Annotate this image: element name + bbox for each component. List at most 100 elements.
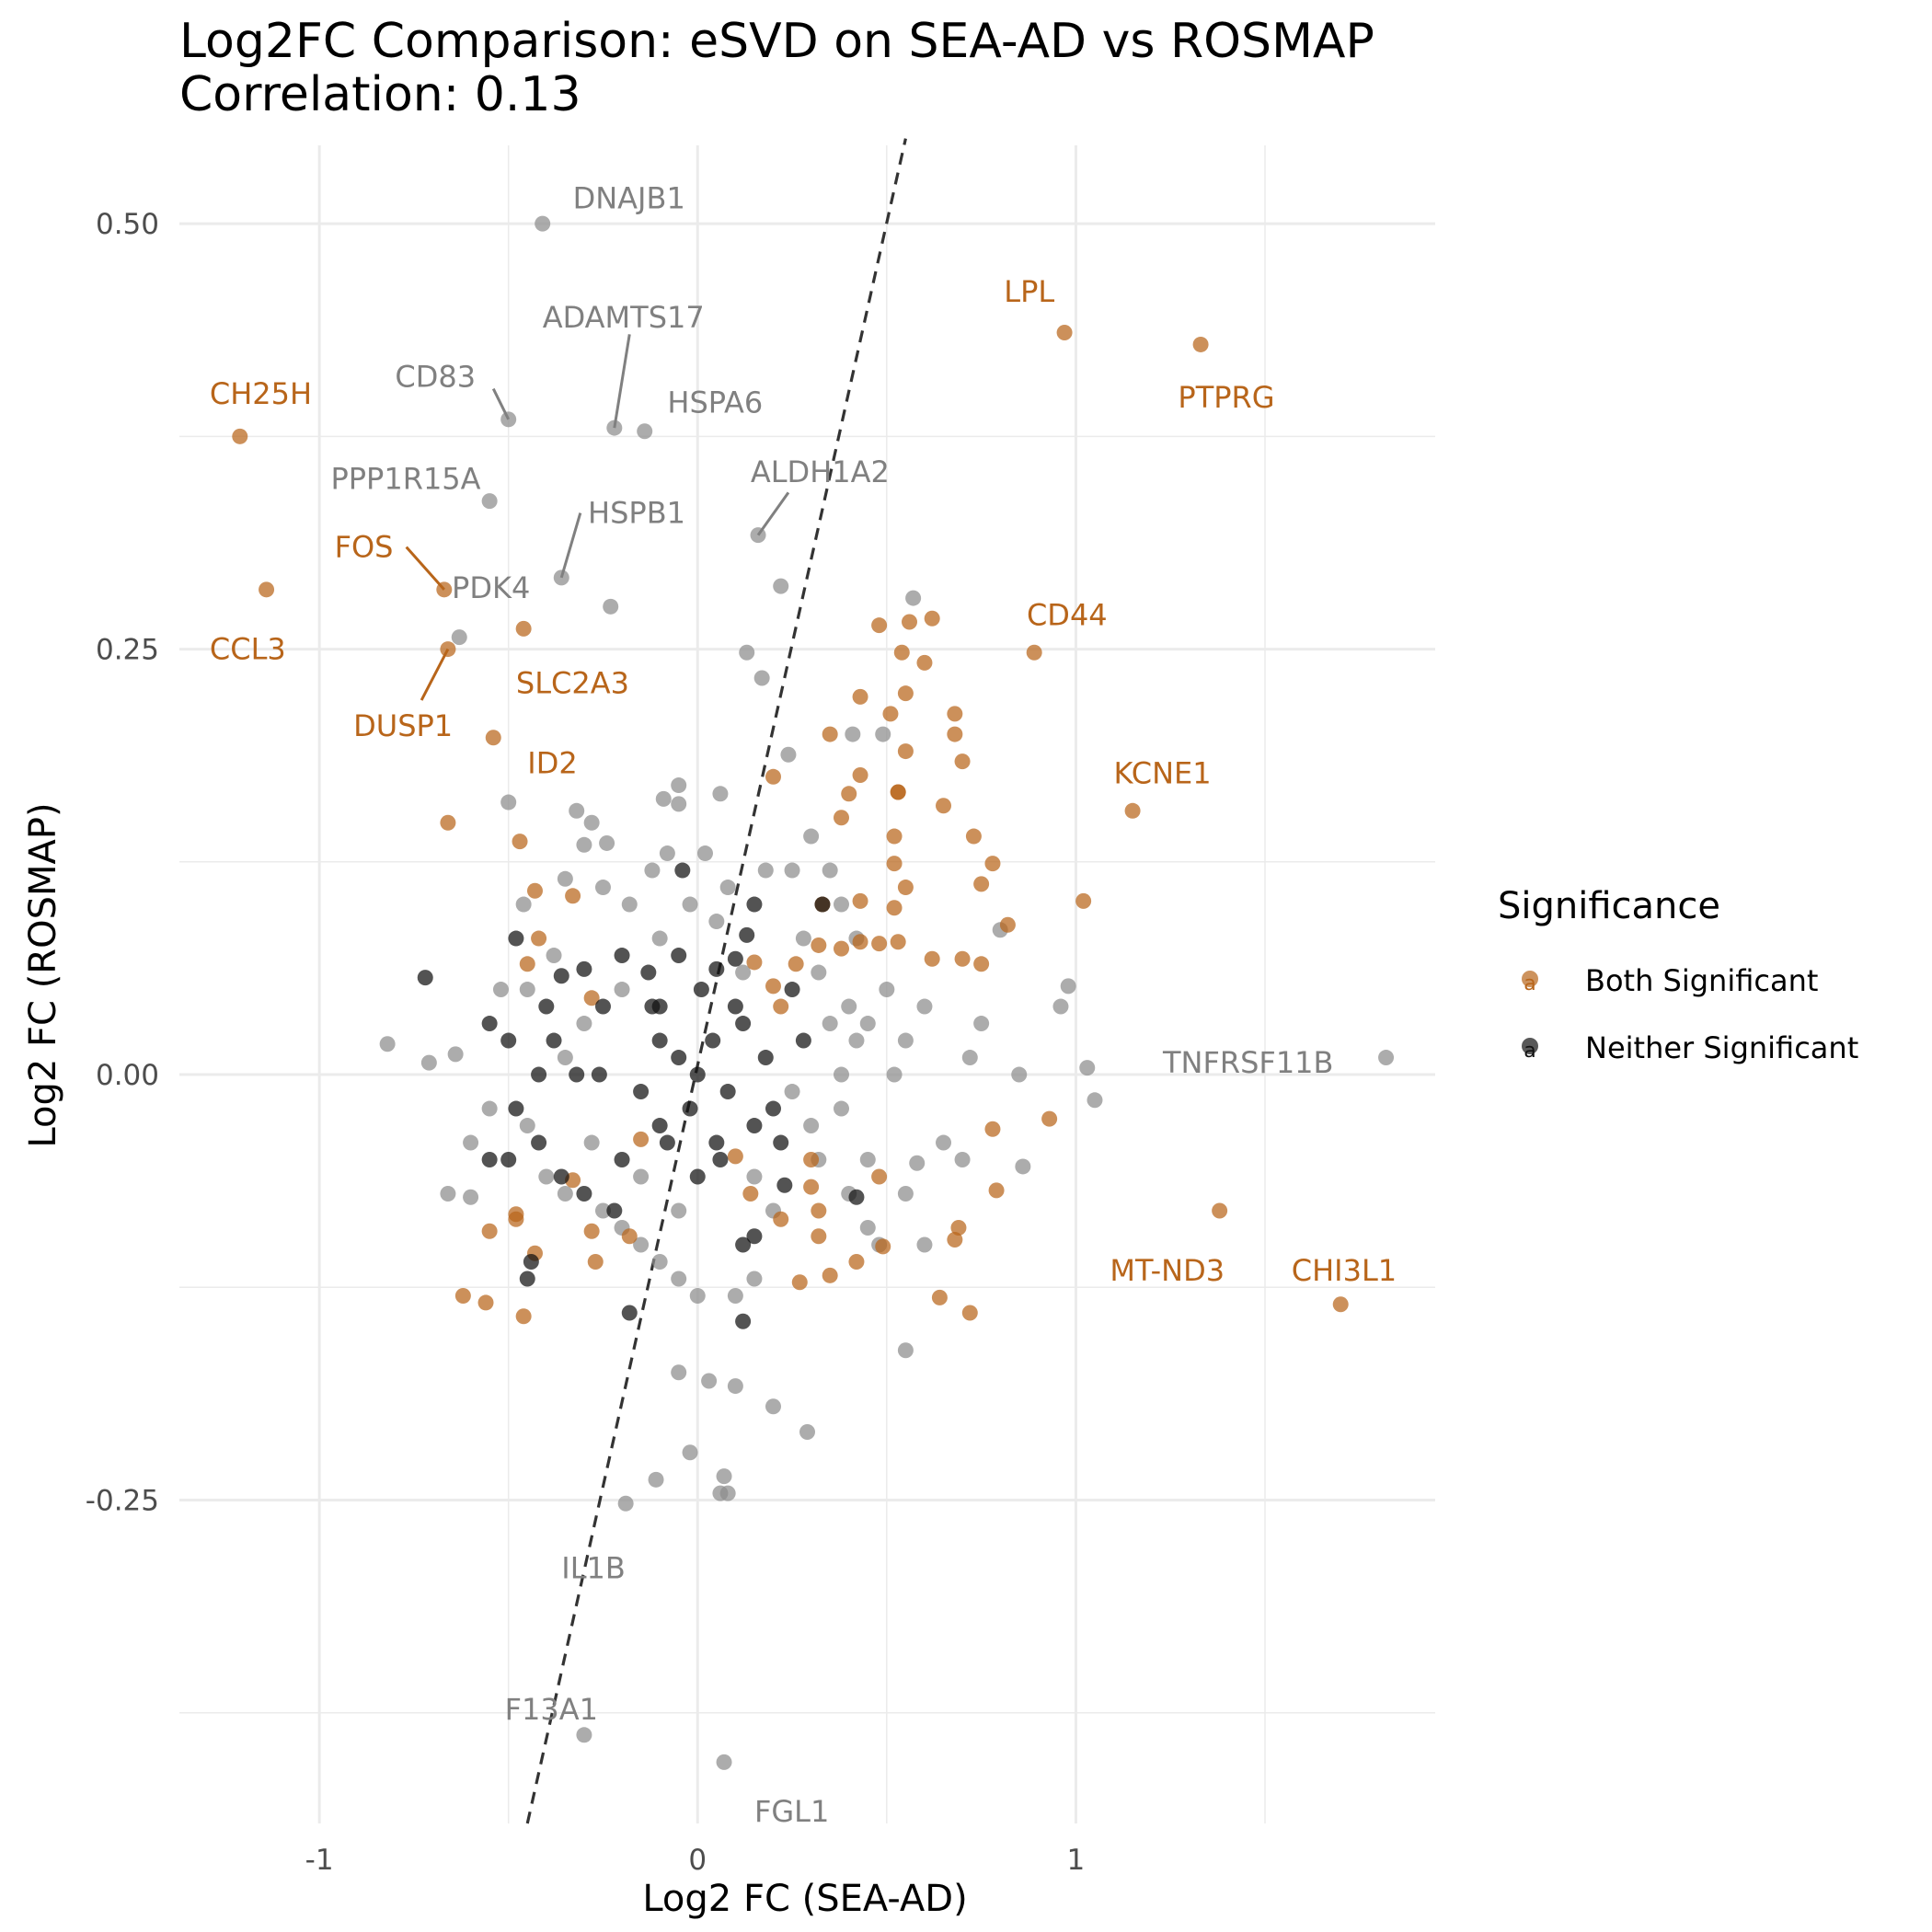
point-other xyxy=(773,578,789,594)
point-other xyxy=(753,670,770,686)
point-neither-significant xyxy=(591,1066,607,1083)
point-both-significant xyxy=(587,1254,604,1271)
point-other xyxy=(936,1134,952,1151)
point-other xyxy=(557,870,573,887)
point-neither-significant xyxy=(523,1254,539,1271)
point-other xyxy=(822,1016,838,1032)
point-both-significant xyxy=(232,428,248,444)
point-other xyxy=(519,1118,535,1134)
x-tick-label: 0 xyxy=(688,1844,707,1877)
point-both-significant xyxy=(512,834,528,850)
point-both-significant xyxy=(984,1121,1001,1137)
y-tick-label: 0.25 xyxy=(96,634,159,667)
point-both-significant xyxy=(871,1168,888,1185)
point-neither-significant xyxy=(519,1271,535,1287)
point-other xyxy=(757,862,774,879)
point-other xyxy=(1087,1092,1103,1109)
gene-labels: DNAJB1 ADAMTS17 CD83 HSPA6 PPP1R15A HSPB1 ALDH… xyxy=(210,180,1397,1829)
gene-label: CH25H xyxy=(210,376,312,411)
point-other xyxy=(739,644,755,661)
point-other xyxy=(671,796,687,812)
gene-label: DNAJB1 xyxy=(573,180,685,215)
point-other xyxy=(879,982,895,998)
point-both-significant xyxy=(893,644,910,661)
point-other xyxy=(834,1066,850,1083)
point-both-significant xyxy=(477,1294,494,1311)
point-other xyxy=(848,1032,865,1049)
gene-label: CD83 xyxy=(395,360,476,395)
point-both-significant xyxy=(947,706,963,722)
point-neither-significant xyxy=(689,1066,706,1083)
point-both-significant xyxy=(1192,336,1209,352)
gene-label: ID2 xyxy=(527,746,577,781)
point-both-significant xyxy=(633,1131,650,1147)
label-leader-line xyxy=(491,387,511,420)
point-neither-significant xyxy=(848,1189,865,1205)
point-other xyxy=(651,930,668,947)
point-other xyxy=(1060,978,1076,995)
chart-title: Log2FC Comparison: eSVD on SEA-AD vs ROS… xyxy=(179,14,1374,69)
point-other xyxy=(811,964,827,981)
point-other xyxy=(961,1050,978,1066)
point-both-significant xyxy=(515,1308,532,1325)
point-both-significant xyxy=(485,730,501,746)
point-neither-significant xyxy=(746,1118,763,1134)
point-neither-significant xyxy=(606,1202,623,1219)
point-both-significant xyxy=(746,954,763,971)
point-both-significant xyxy=(886,900,903,916)
point-other xyxy=(909,1155,926,1171)
point-other xyxy=(671,1271,687,1287)
point-other xyxy=(875,726,891,742)
point-neither-significant xyxy=(719,1084,736,1100)
point-other xyxy=(859,1016,876,1032)
point-other xyxy=(897,1186,914,1202)
point-other xyxy=(557,1186,573,1202)
point-other xyxy=(727,1288,743,1305)
point-neither-significant xyxy=(773,1134,789,1151)
point-other xyxy=(696,845,713,862)
point-neither-significant xyxy=(814,896,831,913)
point-both-significant xyxy=(788,956,804,972)
point-other xyxy=(719,1485,736,1501)
point-neither-significant xyxy=(569,1066,585,1083)
point-both-significant xyxy=(924,950,940,967)
point-other xyxy=(716,1754,732,1770)
point-other xyxy=(746,1168,763,1185)
point-other xyxy=(916,1236,933,1253)
point-both-significant xyxy=(890,934,906,950)
point-other xyxy=(515,896,532,913)
point-neither-significant xyxy=(727,950,743,967)
gene-label: PDK4 xyxy=(452,570,530,605)
point-other xyxy=(784,1084,800,1100)
point-other xyxy=(546,948,562,964)
point-other xyxy=(481,493,498,510)
gene-label: HSPA6 xyxy=(667,385,763,420)
point-other xyxy=(451,629,467,646)
point-both-significant xyxy=(852,688,868,705)
gene-label: HSPB1 xyxy=(588,496,685,531)
point-neither-significant xyxy=(689,1168,706,1185)
point-other xyxy=(803,828,820,845)
point-other xyxy=(727,1378,743,1395)
point-both-significant xyxy=(822,1267,838,1283)
point-other xyxy=(803,1118,820,1134)
point-neither-significant xyxy=(765,1100,781,1117)
point-other xyxy=(916,998,933,1015)
axis-ticks: -1 0 1 -0.25 0.00 0.25 0.50 xyxy=(86,208,1085,1877)
point-neither-significant xyxy=(531,1134,547,1151)
point-both-significant xyxy=(852,892,868,909)
point-other xyxy=(655,790,672,807)
label-leader-line xyxy=(405,546,445,591)
point-neither-significant xyxy=(508,1100,524,1117)
point-neither-significant xyxy=(500,1152,517,1168)
point-both-significant xyxy=(1212,1202,1228,1219)
point-neither-significant xyxy=(735,1313,752,1329)
point-both-significant xyxy=(1124,802,1141,819)
point-neither-significant xyxy=(546,1032,562,1049)
point-both-significant xyxy=(1332,1296,1349,1313)
legend-label-both: Both Significant xyxy=(1585,963,1818,998)
point-neither-significant xyxy=(481,1016,498,1032)
point-other xyxy=(659,845,675,862)
point-both-significant xyxy=(897,880,914,896)
